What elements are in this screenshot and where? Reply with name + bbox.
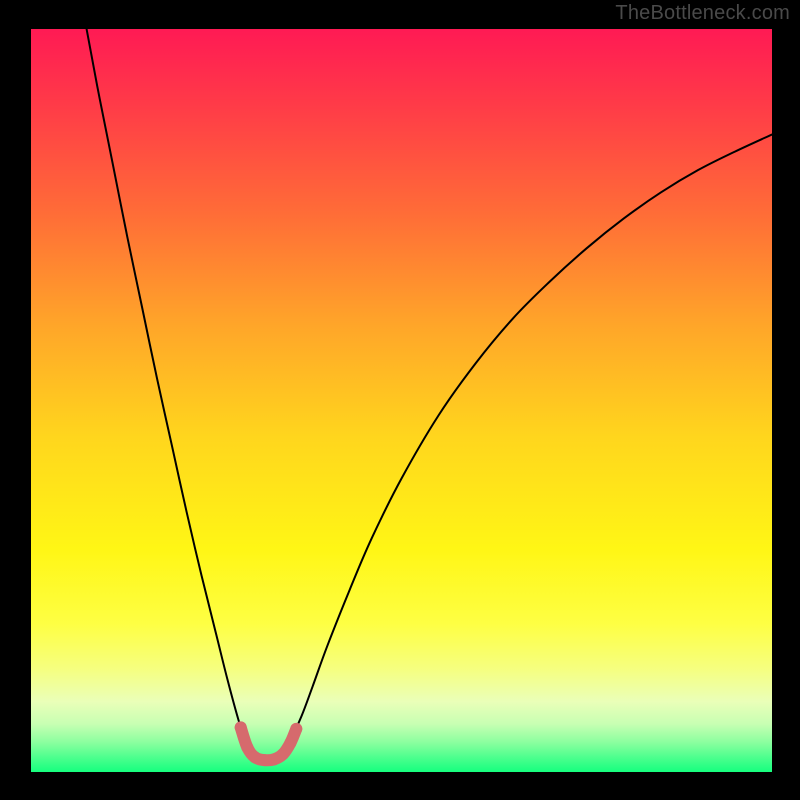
valley-marker [241,741,253,753]
chart-background-gradient [31,29,772,772]
chart-plot-area [31,29,772,772]
valley-marker [277,748,289,760]
chart-svg [31,29,772,772]
valley-marker [284,737,296,749]
valley-marker [235,721,247,733]
valley-marker [290,723,302,735]
watermark-text: TheBottleneck.com [615,2,790,25]
